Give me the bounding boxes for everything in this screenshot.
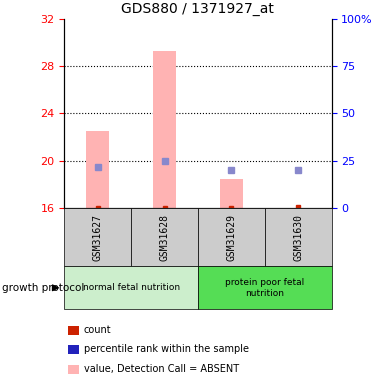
Text: normal fetal nutrition: normal fetal nutrition [83, 284, 180, 292]
Bar [220, 178, 243, 208]
Text: GSM31630: GSM31630 [293, 214, 303, 261]
Title: GDS880 / 1371927_at: GDS880 / 1371927_at [122, 2, 274, 16]
Text: GSM31627: GSM31627 [93, 214, 103, 261]
Bar [153, 51, 176, 208]
Text: GSM31628: GSM31628 [160, 214, 170, 261]
Text: value, Detection Call = ABSENT: value, Detection Call = ABSENT [84, 364, 239, 374]
Text: percentile rank within the sample: percentile rank within the sample [84, 345, 249, 354]
Text: GSM31629: GSM31629 [226, 214, 236, 261]
Text: growth protocol: growth protocol [2, 283, 84, 293]
Text: count: count [84, 325, 112, 335]
Text: protein poor fetal
nutrition: protein poor fetal nutrition [225, 278, 304, 297]
Bar [86, 131, 110, 208]
